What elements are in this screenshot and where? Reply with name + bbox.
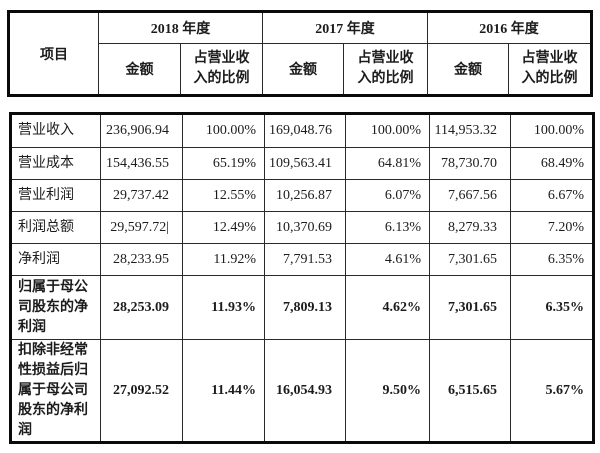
amount-2017-cell: 16,054.93 bbox=[264, 339, 345, 441]
ratio-2018-cell: 11.44% bbox=[182, 339, 264, 441]
ratio-2017-cell: 4.62% bbox=[345, 275, 429, 339]
ratio-2017-cell: 6.07% bbox=[345, 179, 429, 211]
amount-2017-cell: 7,791.53 bbox=[264, 243, 345, 275]
amount-header-2016: 金额 bbox=[427, 43, 508, 94]
amount-2016-cell: 114,953.32 bbox=[429, 115, 510, 147]
row-label-cell: 归属于母公 司股东的净 利润 bbox=[12, 275, 100, 339]
amount-2018-cell: 236,906.94 bbox=[100, 115, 182, 147]
amount-2016-cell: 7,301.65 bbox=[429, 243, 510, 275]
amount-2018-cell: 154,436.55 bbox=[100, 147, 182, 179]
amount-2017-cell: 169,048.76 bbox=[264, 115, 345, 147]
ratio-2018-cell: 12.49% bbox=[182, 211, 264, 243]
ratio-2017-cell: 9.50% bbox=[345, 339, 429, 441]
ratio-2017-cell: 64.81% bbox=[345, 147, 429, 179]
amount-2018-cell: 27,092.52 bbox=[100, 339, 182, 441]
amount-2016-cell: 7,667.56 bbox=[429, 179, 510, 211]
amount-2018-cell: 29,737.42 bbox=[100, 179, 182, 211]
ratio-2016-cell: 68.49% bbox=[510, 147, 592, 179]
table-header: 项目 2018 年度 2017 年度 2016 年度 金额 占营业收 入的比例 … bbox=[7, 10, 593, 97]
year-header-2017: 2017 年度 bbox=[262, 13, 427, 43]
ratio-2016-cell: 6.67% bbox=[510, 179, 592, 211]
ratio-2017-cell: 6.13% bbox=[345, 211, 429, 243]
ratio-2016-cell: 6.35% bbox=[510, 243, 592, 275]
ratio-2018-cell: 11.93% bbox=[182, 275, 264, 339]
row-label-cell: 营业收入 bbox=[18, 123, 74, 138]
ratio-header-2016: 占营业收 入的比例 bbox=[508, 43, 590, 94]
year-header-2016: 2016 年度 bbox=[427, 13, 590, 43]
row-label-cell: 营业利润 bbox=[12, 179, 100, 211]
amount-2018-cell: 28,233.95 bbox=[100, 243, 182, 275]
row-label-cell: 净利润 bbox=[12, 243, 100, 275]
amount-2016-cell: 7,301.65 bbox=[429, 275, 510, 339]
amount-header-2018: 金额 bbox=[98, 43, 180, 94]
amount-2018-cell: 28,253.09 bbox=[100, 275, 182, 339]
amount-2018-cell: 29,597.72 | bbox=[100, 211, 182, 243]
row-label-cell: 利润总额 bbox=[12, 211, 100, 243]
amount-2017-cell: 7,809.13 bbox=[264, 275, 345, 339]
row-label-cell: 扣除非经常 性损益后归 属于母公司 股东的净利 润 bbox=[12, 339, 100, 441]
amount-2016-cell: 6,515.65 bbox=[429, 339, 510, 441]
amount-value: 29,597.72 bbox=[110, 219, 167, 235]
ratio-2017-cell: 100.00% bbox=[345, 115, 429, 147]
amount-2017-cell: 10,256.87 bbox=[264, 179, 345, 211]
ratio-header-2017: 占营业收 入的比例 bbox=[343, 43, 427, 94]
ratio-2016-cell: 5.67% bbox=[510, 339, 592, 441]
ratio-2016-cell: 6.35% bbox=[510, 275, 592, 339]
amount-2016-cell: 78,730.70 bbox=[429, 147, 510, 179]
amount-2017-cell: 10,370.69 bbox=[264, 211, 345, 243]
year-header-2018: 2018 年度 bbox=[98, 13, 262, 43]
ratio-2016-cell: 100.00% bbox=[510, 115, 592, 147]
row-label-cell: 营业成本 bbox=[12, 147, 100, 179]
ratio-header-2018: 占营业收 入的比例 bbox=[180, 43, 262, 94]
amount-2016-cell: 8,279.33 bbox=[429, 211, 510, 243]
ratio-2016-cell: 7.20% bbox=[510, 211, 592, 243]
ratio-2018-cell: 11.92% bbox=[182, 243, 264, 275]
ratio-2018-cell: 100.00% bbox=[182, 115, 264, 147]
amount-2017-cell: 109,563.41 bbox=[264, 147, 345, 179]
ratio-2018-cell: 65.19% bbox=[182, 147, 264, 179]
ratio-2017-cell: 4.61% bbox=[345, 243, 429, 275]
data-table: 营业收入 236,906.94 100.00% 169,048.76 100.0… bbox=[9, 112, 595, 444]
ratio-2018-cell: 12.55% bbox=[182, 179, 264, 211]
text-cursor: | bbox=[166, 219, 169, 235]
item-column-header: 项目 bbox=[40, 47, 68, 63]
amount-header-2017: 金额 bbox=[262, 43, 343, 94]
